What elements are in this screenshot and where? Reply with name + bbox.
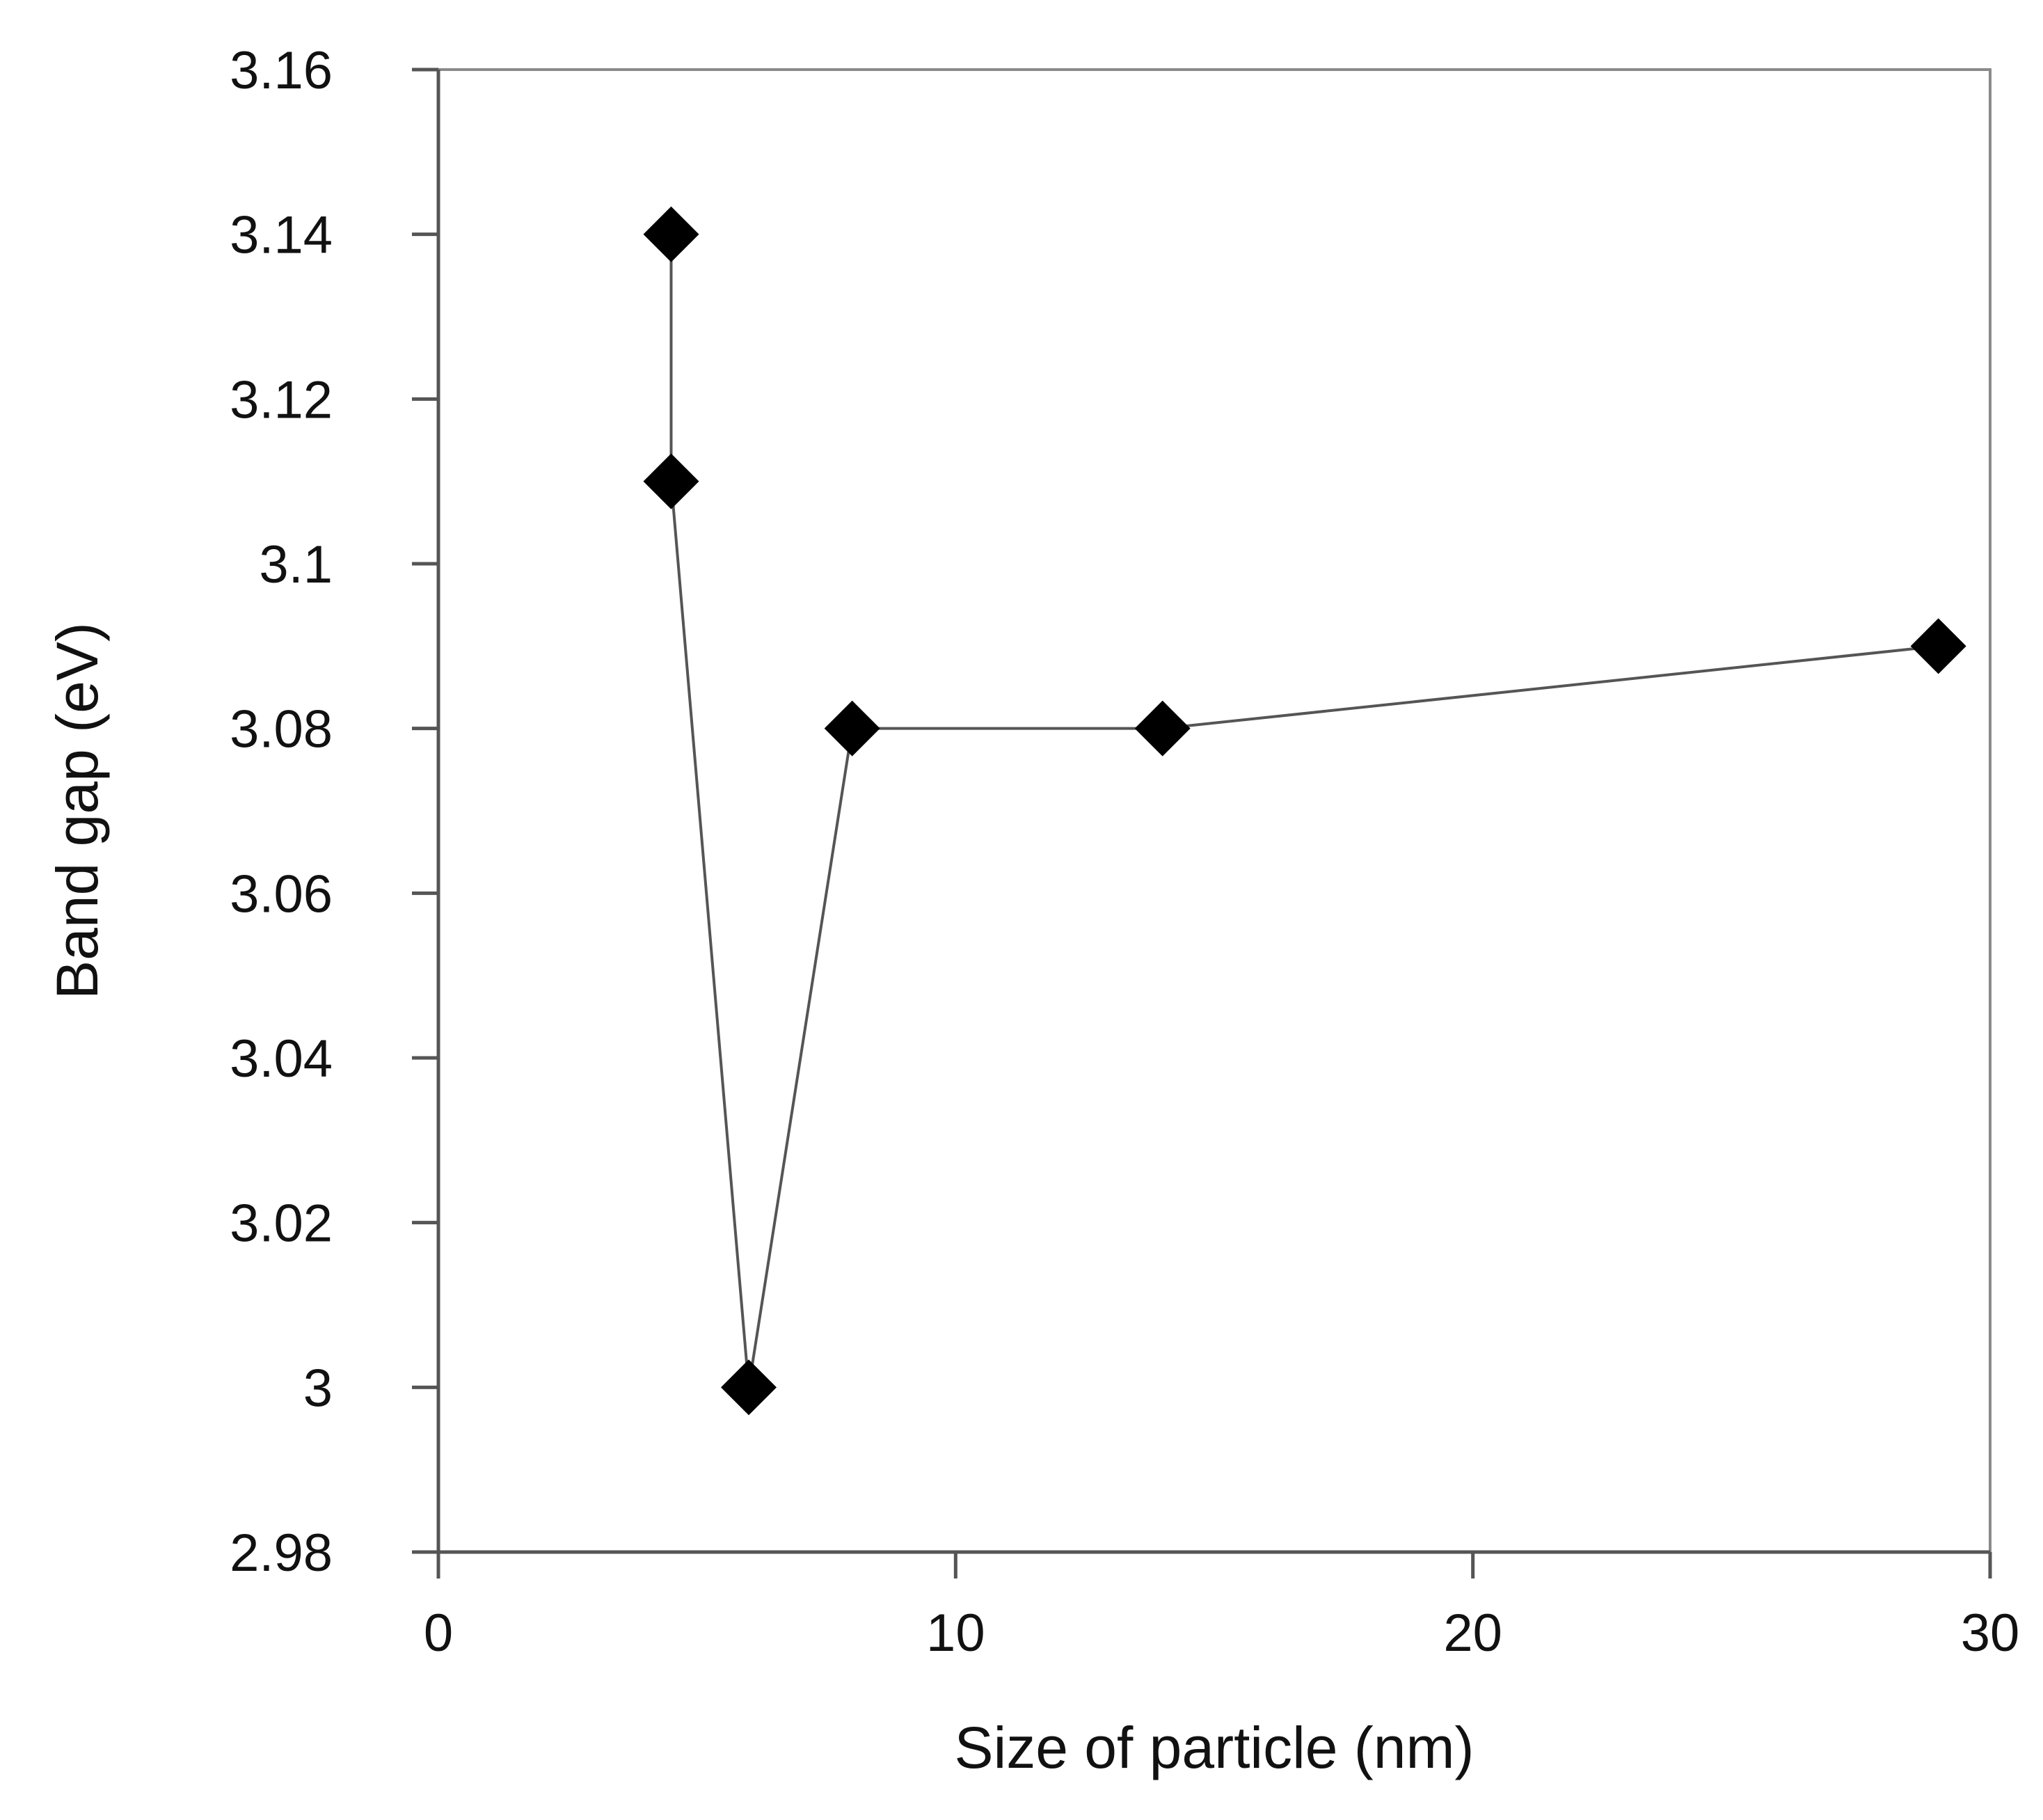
data-point-marker (1134, 700, 1191, 757)
y-axis-title: Band gap (eV) (45, 622, 110, 999)
y-tick-label: 3.04 (230, 1029, 333, 1089)
y-tick-label: 3.1 (259, 535, 333, 594)
y-tick-label: 3.06 (230, 864, 333, 924)
data-point-marker (643, 453, 699, 509)
x-axis-title: Size of particle (nm) (955, 1715, 1474, 1780)
y-tick-label: 3.14 (230, 206, 333, 265)
data-point-marker (1910, 618, 1966, 674)
data-series (643, 206, 1966, 1416)
y-tick-label: 2.98 (230, 1524, 333, 1583)
x-tick-label: 0 (424, 1604, 453, 1663)
data-point-marker (721, 1359, 777, 1416)
axes: 2.98 3 3.02 3.04 3.06 3.08 3.1 3.12 3.14 3.16 0 10 2… (230, 41, 2019, 1663)
data-point-marker (643, 206, 699, 262)
x-tick-label: 10 (926, 1604, 985, 1663)
series-line (669, 234, 1939, 1388)
y-tick-label: 3 (303, 1359, 333, 1418)
y-tick-label: 3.02 (230, 1194, 333, 1253)
y-tick-label: 3.16 (230, 41, 333, 100)
x-tick-label: 30 (1961, 1604, 2020, 1663)
axis-labels: Size of particle (nm) Band gap (eV) (45, 622, 1474, 1780)
data-point-marker (824, 700, 880, 757)
x-tick-label: 20 (1443, 1604, 1502, 1663)
y-tick-label: 3.12 (230, 370, 333, 429)
y-tick-label: 3.08 (230, 700, 333, 759)
